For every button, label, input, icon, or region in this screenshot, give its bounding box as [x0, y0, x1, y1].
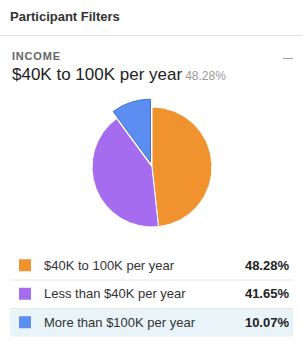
- selected-label: $40K to 100K per year: [12, 65, 182, 84]
- selected-summary: $40K to 100K per year48.28%: [12, 65, 226, 84]
- legend-row[interactable]: $40K to 100K per year 48.28%: [19, 258, 289, 273]
- row-divider: [10, 280, 293, 281]
- legend-swatch: [19, 259, 31, 271]
- row-highlight: [10, 308, 293, 337]
- row-divider: [10, 308, 293, 309]
- subtitle: INCOME: [12, 50, 61, 62]
- legend-label: Less than $40K per year: [44, 286, 186, 301]
- selected-value: 48.28%: [185, 69, 226, 83]
- legend-row[interactable]: Less than $40K per year 41.65%: [10, 280, 293, 301]
- legend-value: 48.28%: [245, 258, 290, 273]
- legend-label: $40K to 100K per year: [44, 258, 175, 273]
- collapse-icon[interactable]: [283, 58, 293, 59]
- legend-swatch: [19, 288, 31, 300]
- slice[interactable]: [152, 107, 212, 227]
- legend-row[interactable]: More than $100K per year 10.07%: [10, 308, 293, 337]
- pie: [92, 99, 212, 227]
- legend-label: More than $100K per year: [44, 315, 196, 330]
- title: Participant Filters: [10, 9, 120, 24]
- legend-value: 10.07%: [245, 315, 290, 330]
- legend-value: 41.65%: [245, 286, 290, 301]
- widget: Participant Filters INCOME $40K to 100K pe…: [0, 0, 303, 350]
- slice[interactable]: [113, 99, 150, 162]
- divider: [0, 35, 303, 36]
- legend: $40K to 100K per year 48.28% Less than $40…: [10, 258, 293, 337]
- legend-swatch: [19, 316, 31, 328]
